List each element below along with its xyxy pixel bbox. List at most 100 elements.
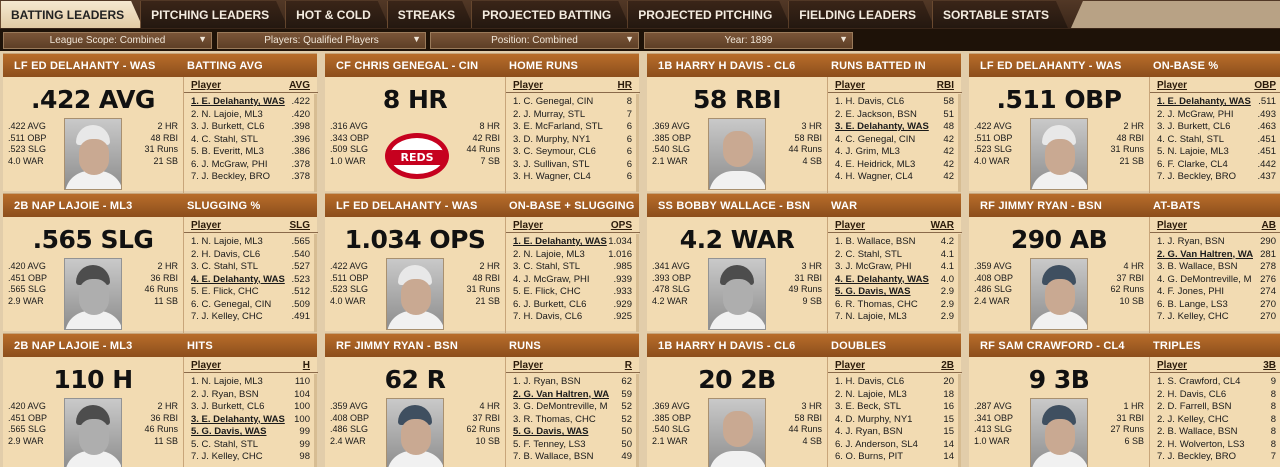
scrollbar[interactable] xyxy=(636,234,639,332)
leaderboard-row[interactable]: 6. O. Burns, PIT 14 xyxy=(828,451,962,464)
leaderboard-row[interactable]: 5. F. Tenney, LS3 50 xyxy=(506,439,640,452)
leaderboard-row[interactable]: 3. E. Beck, STL 16 xyxy=(828,401,962,414)
tab-fielding-leaders[interactable]: FIELDING LEADERS xyxy=(788,1,935,28)
player-column-header[interactable]: Player xyxy=(191,220,222,231)
leader-name[interactable]: 2. N. Lajoie, ML3 xyxy=(835,388,907,400)
player-photo[interactable] xyxy=(386,398,444,467)
leaderboard-row[interactable]: 7. B. Wallace, BSN 49 xyxy=(506,451,640,464)
players-dropdown[interactable]: Players: Qualified Players ▼ xyxy=(217,32,426,49)
leader-name[interactable]: 3. B. Wallace, BSN xyxy=(1157,261,1238,272)
player-photo[interactable] xyxy=(1030,398,1088,467)
leaderboard-row[interactable]: 2. J. Murray, STL 7 xyxy=(506,109,640,122)
scrollbar[interactable] xyxy=(958,374,961,467)
leader-name[interactable]: 5. F. Tenney, LS3 xyxy=(513,438,586,450)
player-column-header[interactable]: Player xyxy=(191,80,222,91)
tab-projected-batting[interactable]: PROJECTED BATTING xyxy=(471,1,630,28)
leaderboard-row[interactable]: 7. J. Beckley, BRO .378 xyxy=(184,171,318,184)
leader-name[interactable]: 7. J. Kelley, CHC xyxy=(191,311,263,322)
stat-column-header[interactable]: AB xyxy=(1261,220,1276,231)
leader-name[interactable]: 5. G. Davis, WAS xyxy=(513,426,589,437)
player-column-header[interactable]: Player xyxy=(513,360,544,371)
leaderboard-row[interactable]: 3. J. Burkett, CL6 .398 xyxy=(184,121,318,134)
leader-name[interactable]: 5. B. Everitt, ML3 xyxy=(191,146,264,157)
leaderboard-row[interactable]: 2. G. Van Haltren, WAS 281 xyxy=(1150,249,1280,262)
tab-streaks[interactable]: STREAKS xyxy=(387,1,474,28)
leaderboard-row[interactable]: 1. S. Crawford, CL4 9 xyxy=(1150,376,1280,389)
stat-column-header[interactable]: 3B xyxy=(1263,360,1276,371)
player-name[interactable]: RF JIMMY RYAN - BSN xyxy=(980,199,1102,212)
leader-name[interactable]: 2. N. Lajoie, ML3 xyxy=(191,108,263,120)
leaderboard-row[interactable]: 7. J. Kelley, CHC .491 xyxy=(184,311,318,324)
leaderboard-row[interactable]: 1. N. Lajoie, ML3 .565 xyxy=(184,236,318,249)
leader-name[interactable]: 2. H. Wolverton, LS3 xyxy=(1157,438,1245,450)
leaderboard-row[interactable]: 2. B. Wallace, BSN 8 xyxy=(1150,426,1280,439)
leader-name[interactable]: 1. E. Delahanty, WAS xyxy=(191,96,285,107)
leader-name[interactable]: 4. E. Delahanty, WAS xyxy=(191,273,285,285)
leader-name[interactable]: 1. H. Davis, CL6 xyxy=(835,376,905,387)
leader-name[interactable]: 2. H. Davis, CL6 xyxy=(191,248,261,260)
leader-name[interactable]: 1. C. Genegal, CIN xyxy=(513,96,594,107)
leader-name[interactable]: 4. D. Murphy, NY1 xyxy=(835,413,913,425)
leaderboard-row[interactable]: 7. J. Beckley, BRO .437 xyxy=(1150,171,1280,184)
leader-name[interactable]: 2. H. Davis, CL6 xyxy=(1157,388,1227,400)
leader-name[interactable]: 5. E. Flick, CHC xyxy=(513,286,581,297)
leaderboard-row[interactable]: 3. E. Delahanty, WAS 48 xyxy=(828,121,962,134)
leader-name[interactable]: 3. G. DeMontreville, M xyxy=(513,401,608,412)
leaderboard-row[interactable]: 5. G. Davis, WAS 99 xyxy=(184,426,318,439)
leaderboard-row[interactable]: 6. B. Lange, LS3 270 xyxy=(1150,299,1280,312)
leaderboard-row[interactable]: 6. C. Genegal, CIN .509 xyxy=(184,299,318,312)
leaderboard-row[interactable]: 2. E. Jackson, BSN 51 xyxy=(828,109,962,122)
player-name[interactable]: LF ED DELAHANTY - WAS xyxy=(980,59,1122,72)
player-name[interactable]: SS BOBBY WALLACE - BSN xyxy=(658,199,811,212)
leaderboard-row[interactable]: 6. J. Anderson, SL4 14 xyxy=(828,439,962,452)
year-dropdown[interactable]: Year: 1899 ▼ xyxy=(644,32,853,49)
leader-name[interactable]: 7. J. Beckley, BRO xyxy=(1157,171,1237,182)
leaderboard-row[interactable]: 7. N. Lajoie, ML3 2.9 xyxy=(828,311,962,324)
leaderboard-row[interactable]: 1. E. Delahanty, WAS 1.034 xyxy=(506,236,640,249)
leaderboard-row[interactable]: 3. C. Seymour, CL6 6 xyxy=(506,146,640,159)
leaderboard-row[interactable]: 2. C. Stahl, STL 4.1 xyxy=(828,249,962,262)
player-photo[interactable] xyxy=(708,118,766,190)
leader-name[interactable]: 4. J. McGraw, PHI xyxy=(513,273,590,285)
leader-name[interactable]: 6. C. Genegal, CIN xyxy=(191,298,272,310)
leaderboard-row[interactable]: 2. H. Wolverton, LS3 8 xyxy=(1150,439,1280,452)
leader-name[interactable]: 3. C. Stahl, STL xyxy=(513,261,581,272)
leaderboard-row[interactable]: 4. J. Grim, ML3 42 xyxy=(828,146,962,159)
leader-name[interactable]: 3. E. Delahanty, WAS xyxy=(835,121,929,132)
leader-name[interactable]: 4. C. Genegal, CIN xyxy=(835,133,916,145)
leader-name[interactable]: 1. E. Delahanty, WAS xyxy=(1157,96,1251,107)
leader-name[interactable]: 3. R. Thomas, CHC xyxy=(513,413,596,425)
leaderboard-row[interactable]: 1. C. Genegal, CIN 8 xyxy=(506,96,640,109)
leader-name[interactable]: 7. J. Beckley, BRO xyxy=(1157,451,1237,462)
leader-name[interactable]: 1. B. Wallace, BSN xyxy=(835,236,916,247)
player-column-header[interactable]: Player xyxy=(513,220,544,231)
leader-name[interactable]: 4. E. Delahanty, WAS xyxy=(835,273,929,285)
leader-name[interactable]: 5. G. Davis, WAS xyxy=(835,286,911,297)
leaderboard-row[interactable]: 2. J. Kelley, CHC 8 xyxy=(1150,414,1280,427)
leader-name[interactable]: 7. J. Beckley, BRO xyxy=(191,171,271,182)
player-column-header[interactable]: Player xyxy=(191,360,222,371)
leaderboard-row[interactable]: 7. H. Davis, CL6 .925 xyxy=(506,311,640,324)
leaderboard-row[interactable]: 3. B. Wallace, BSN 278 xyxy=(1150,261,1280,274)
scrollbar[interactable] xyxy=(636,94,639,192)
leader-name[interactable]: 3. J. Burkett, CL6 xyxy=(191,401,265,412)
leaderboard-row[interactable]: 3. R. Thomas, CHC 52 xyxy=(506,414,640,427)
leaderboard-row[interactable]: 2. H. Davis, CL6 .540 xyxy=(184,249,318,262)
player-photo[interactable] xyxy=(1030,258,1088,330)
leaderboard-row[interactable]: 1. E. Delahanty, WAS .511 xyxy=(1150,96,1280,109)
leaderboard-row[interactable]: 2. N. Lajoie, ML3 1.016 xyxy=(506,249,640,262)
player-photo[interactable] xyxy=(708,398,766,467)
leaderboard-row[interactable]: 5. G. Davis, WAS 2.9 xyxy=(828,286,962,299)
leaderboard-row[interactable]: 6. R. Thomas, CHC 2.9 xyxy=(828,299,962,312)
stat-column-header[interactable]: R xyxy=(624,360,632,371)
leaderboard-row[interactable]: 3. C. Stahl, STL .985 xyxy=(506,261,640,274)
tab-pitching-leaders[interactable]: PITCHING LEADERS xyxy=(140,1,288,28)
league-scope-dropdown[interactable]: League Scope: Combined ▼ xyxy=(3,32,212,49)
leader-name[interactable]: 3. J. Burkett, CL6 xyxy=(191,121,265,132)
leader-name[interactable]: 2. N. Lajoie, ML3 xyxy=(513,248,585,260)
leader-name[interactable]: 6. F. Clarke, CL4 xyxy=(1157,158,1228,170)
tab-sortable-stats[interactable]: SORTABLE STATS xyxy=(932,1,1068,28)
scrollbar[interactable] xyxy=(958,234,961,332)
stat-column-header[interactable]: OBP xyxy=(1254,80,1276,91)
leader-name[interactable]: 2. G. Van Haltren, WAS xyxy=(513,388,609,400)
